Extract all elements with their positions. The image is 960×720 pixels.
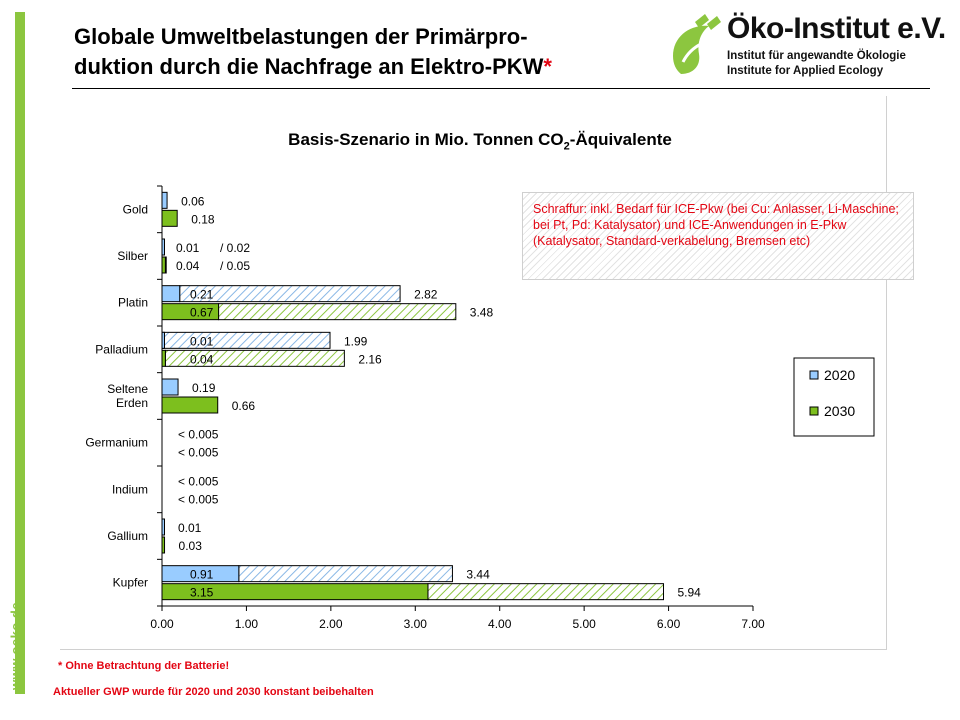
data-label-total: / 0.02 xyxy=(220,241,250,255)
category-label: Platin xyxy=(118,296,148,310)
bar-hatched-2020 xyxy=(238,565,453,583)
bar-2020 xyxy=(161,331,165,349)
category-label: Silber xyxy=(117,249,148,263)
data-label: < 0.005 xyxy=(178,492,219,506)
side-accent-bar xyxy=(15,12,25,694)
x-tick-label: 4.00 xyxy=(488,617,512,631)
title-divider xyxy=(72,88,930,89)
title-line-2: duktion durch die Nachfrage an Elektro-P… xyxy=(74,54,544,79)
category-label: Erden xyxy=(116,396,148,410)
bar-2020 xyxy=(161,518,165,536)
bar-2030 xyxy=(161,583,429,601)
footnote-gwp: Aktueller GWP wurde für 2020 und 2030 ko… xyxy=(53,686,374,698)
slide-title: Globale Umweltbelastungen der Primärpro-… xyxy=(74,22,664,82)
bar-2030 xyxy=(161,349,166,367)
bar-hatched-2020 xyxy=(162,331,331,349)
legend-swatch-2030 xyxy=(809,406,819,416)
logo-tagline-en: Institute for Applied Ecology xyxy=(727,65,884,77)
data-label: 0.01 xyxy=(176,241,200,255)
x-tick-label: 7.00 xyxy=(741,617,765,631)
data-label: < 0.005 xyxy=(178,474,219,488)
chart-title: Basis-Szenario in Mio. Tonnen CO2-Äquiva… xyxy=(150,130,810,152)
footnote-battery: * Ohne Betrachtung der Batterie! xyxy=(58,660,230,672)
bar-2030 xyxy=(161,256,166,274)
data-label-total: / 0.05 xyxy=(220,259,250,273)
bar-2030 xyxy=(161,303,220,321)
bar-2020 xyxy=(161,285,181,303)
data-label: 0.21 xyxy=(190,288,214,302)
logo-tagline-de: Institut für angewandte Ökologie xyxy=(727,50,906,62)
category-label: Gold xyxy=(123,202,148,216)
bar-2020 xyxy=(161,378,179,396)
bar-2020 xyxy=(161,191,168,209)
bar-hatched-2030 xyxy=(218,303,457,321)
data-label-total: 3.44 xyxy=(466,568,490,582)
x-tick-label: 6.00 xyxy=(657,617,681,631)
data-label: 0.04 xyxy=(190,352,214,366)
logo-name: Öko-Institut e.V. xyxy=(727,12,946,45)
category-label: Seltene xyxy=(107,382,148,396)
data-label: 0.91 xyxy=(190,568,214,582)
title-line-1: Globale Umweltbelastungen der Primärpro- xyxy=(74,24,528,49)
data-label-total: 1.99 xyxy=(344,334,368,348)
data-label: 0.66 xyxy=(232,399,256,413)
oeko-institut-logo: Öko-Institut e.V. Institut für angewandt… xyxy=(665,12,955,82)
data-label-total: 2.82 xyxy=(414,288,438,302)
data-label: < 0.005 xyxy=(178,446,219,460)
data-label-total: 3.48 xyxy=(470,306,494,320)
data-label: 0.67 xyxy=(190,306,214,320)
legend-label-2030: 2030 xyxy=(824,403,855,419)
bar-2030 xyxy=(161,209,178,227)
data-label: 3.15 xyxy=(190,586,214,600)
bar-2020 xyxy=(161,238,165,256)
bar-2030 xyxy=(161,536,166,554)
data-label: 0.01 xyxy=(190,334,214,348)
data-label: 0.01 xyxy=(178,521,202,535)
data-label: 0.04 xyxy=(176,259,200,273)
category-label: Gallium xyxy=(107,529,148,543)
data-label-total: 5.94 xyxy=(678,586,702,600)
category-label: Kupfer xyxy=(113,576,148,590)
title-asterisk: * xyxy=(543,54,552,79)
x-tick-label: 1.00 xyxy=(235,617,259,631)
category-label: Palladium xyxy=(95,342,148,356)
data-label: 0.18 xyxy=(191,212,215,226)
chart-panel xyxy=(60,96,887,650)
x-tick-label: 5.00 xyxy=(572,617,596,631)
x-tick-label: 3.00 xyxy=(404,617,428,631)
data-label: < 0.005 xyxy=(178,428,219,442)
bar-2030 xyxy=(161,396,219,414)
x-tick-label: 0.00 xyxy=(150,617,174,631)
legend-box xyxy=(793,357,875,437)
chart-title-subscript: 2 xyxy=(563,140,570,153)
data-label: 0.06 xyxy=(181,194,205,208)
bar-hatched-2030 xyxy=(427,583,665,601)
legend-label-2020: 2020 xyxy=(824,367,855,383)
bar-2020 xyxy=(161,565,240,583)
hatching-note: Schraffur: inkl. Bedarf für ICE-Pkw (bei… xyxy=(522,192,914,280)
x-tick-label: 2.00 xyxy=(319,617,343,631)
chart-title-main: Basis-Szenario in Mio. Tonnen CO xyxy=(288,130,564,149)
category-label: Indium xyxy=(112,482,148,496)
logo-leaf-icon xyxy=(673,14,721,74)
chart-title-suffix: -Äquivalente xyxy=(569,130,672,149)
legend-swatch-2020 xyxy=(809,370,819,380)
data-label: 0.03 xyxy=(179,539,203,553)
data-label-total: 2.16 xyxy=(358,352,382,366)
category-label: Germanium xyxy=(85,436,148,450)
data-label: 0.19 xyxy=(192,381,216,395)
